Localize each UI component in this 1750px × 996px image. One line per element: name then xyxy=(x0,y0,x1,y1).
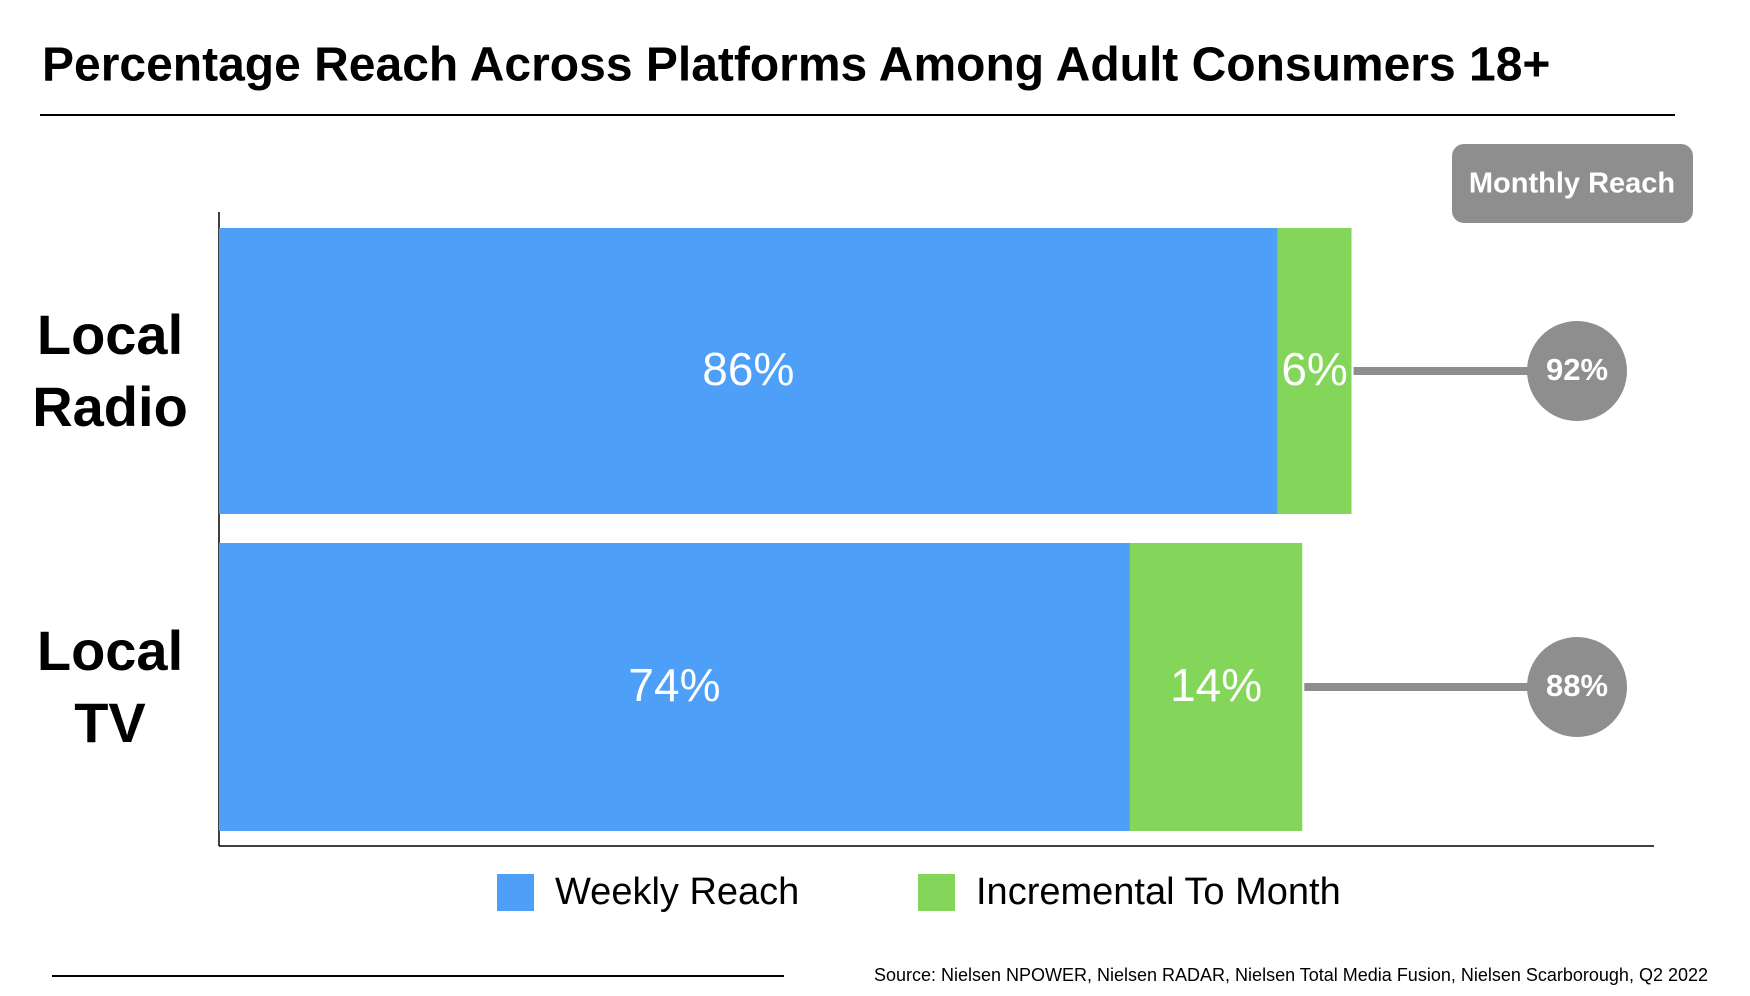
category-label: Local Radio xyxy=(32,303,188,438)
chart-title: Percentage Reach Across Platforms Among … xyxy=(42,39,1550,92)
legend-label: Weekly Reach xyxy=(555,871,799,913)
legend-swatch xyxy=(497,874,534,911)
bar-segment xyxy=(219,228,1278,514)
total-marker xyxy=(1527,321,1627,421)
bar-segment xyxy=(1129,543,1303,831)
value-label: 6% xyxy=(1281,343,1347,395)
legend-label: Incremental To Month xyxy=(976,871,1341,913)
totals-title: Monthly Reach xyxy=(1469,168,1675,200)
source: Source: Nielsen NPOWER, Nielsen RADAR, N… xyxy=(874,965,1708,985)
total-marker xyxy=(1527,637,1627,737)
totals-badge xyxy=(1452,144,1693,223)
value-label: 74% xyxy=(628,659,720,711)
bar-segment xyxy=(219,543,1130,831)
value-label: 86% xyxy=(702,343,794,395)
bar-segment xyxy=(1277,228,1352,514)
total-label: 92% xyxy=(1546,352,1608,387)
legend-swatch xyxy=(918,874,955,911)
category-label: Local TV xyxy=(36,619,184,754)
total-label: 88% xyxy=(1546,668,1608,703)
value-label: 14% xyxy=(1170,659,1262,711)
